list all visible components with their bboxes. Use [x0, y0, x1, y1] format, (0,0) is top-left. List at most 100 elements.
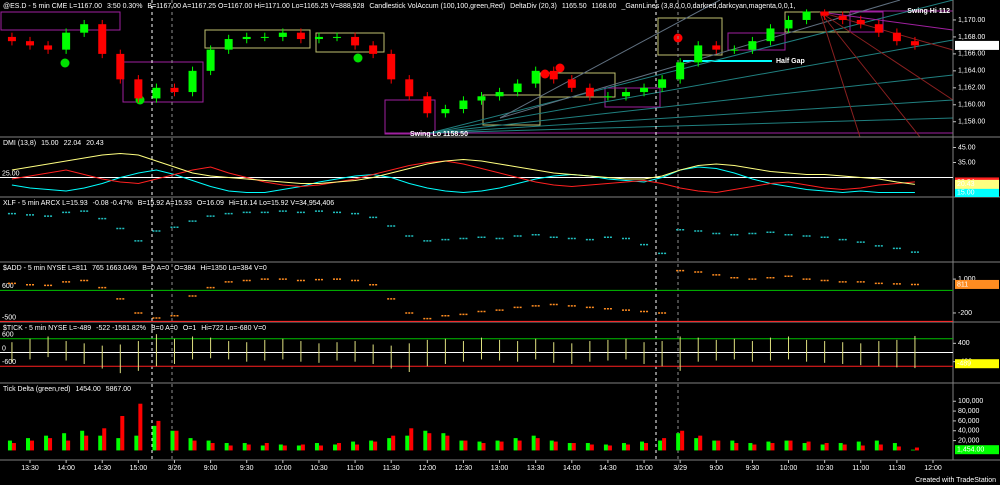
- panel-header: $TICK - 5 min NYSE L=-489: [3, 325, 91, 332]
- candle-body: [260, 36, 269, 38]
- candle-body: [116, 53, 125, 80]
- bar: [535, 438, 540, 451]
- candle-body: [712, 45, 721, 50]
- last-value-label: 1,167.00: [957, 42, 984, 49]
- panel-header: B=0 A=0: [151, 325, 178, 332]
- x-tick-label: 9:00: [709, 465, 723, 472]
- drawing-line: [819, 11, 954, 31]
- candle-body: [694, 45, 703, 63]
- level-label: 0: [2, 345, 6, 352]
- bar: [296, 445, 301, 451]
- bar: [716, 440, 721, 451]
- bar: [463, 440, 468, 451]
- range-box: [122, 61, 204, 103]
- candle-body: [62, 32, 71, 50]
- y-tick-label: 1,170.00: [958, 17, 985, 24]
- candle-body: [170, 87, 179, 93]
- level-label: 600: [2, 332, 14, 339]
- bar: [260, 445, 265, 451]
- signal-dot: [353, 53, 363, 63]
- candle-body: [242, 36, 251, 40]
- bar: [477, 441, 482, 451]
- bar: [318, 445, 323, 451]
- bar: [174, 430, 179, 451]
- bar: [314, 443, 319, 451]
- bar: [369, 440, 374, 451]
- bar: [892, 443, 897, 451]
- candle-body: [98, 24, 107, 54]
- x-tick-label: 15:00: [130, 465, 148, 472]
- last-value-box: [955, 179, 999, 189]
- last-value-label: 1,454.00: [957, 447, 984, 454]
- candle-body: [44, 45, 53, 50]
- level-label: -500: [2, 314, 16, 321]
- bar: [84, 435, 89, 451]
- bar: [441, 433, 446, 451]
- bar: [26, 438, 30, 451]
- bar: [170, 430, 175, 451]
- range-box: [604, 87, 661, 108]
- candle-body: [278, 32, 287, 37]
- bar: [694, 438, 699, 451]
- range-box: [539, 72, 616, 98]
- panel-header: 22.04: [64, 140, 82, 147]
- y-tick-label: 45.00: [958, 144, 976, 151]
- footer: Created with TradeStation: [915, 477, 996, 484]
- bar: [116, 438, 121, 451]
- drawing-line: [429, 0, 954, 134]
- y-tick-label: 400: [958, 340, 970, 347]
- x-tick-label: 3/29: [673, 465, 687, 472]
- y-tick-label: 1,164.00: [958, 68, 985, 75]
- bar: [188, 438, 193, 451]
- level-label: -600: [2, 359, 16, 366]
- bar: [914, 447, 919, 451]
- bar: [730, 440, 735, 451]
- x-tick-label: 11:00: [347, 465, 364, 472]
- panel-header: @ES.D - 5 min CME L=1167.00: [3, 3, 102, 10]
- bar: [589, 444, 594, 451]
- panel-header: 5867.00: [106, 386, 131, 393]
- drawing-line: [429, 74, 954, 134]
- candle-body: [531, 70, 540, 84]
- bar: [553, 441, 558, 451]
- bar: [910, 449, 915, 451]
- x-tick-label: 9:00: [204, 465, 218, 472]
- candle-body: [495, 92, 504, 97]
- y-tick-label: 100,000: [958, 398, 983, 405]
- y-tick-label: 1,160.00: [958, 102, 985, 109]
- bar: [120, 415, 125, 451]
- x-tick-label: 11:00: [852, 465, 869, 472]
- x-tick-label: 10:00: [274, 465, 292, 472]
- panel-header: 20.43: [86, 140, 104, 147]
- panel-header: Tick Delta (green,red): [3, 386, 70, 393]
- bar: [192, 440, 197, 451]
- candle-body: [224, 39, 233, 50]
- candle-body: [134, 79, 143, 99]
- candle-body: [333, 36, 342, 38]
- x-tick-label: 13:30: [21, 465, 39, 472]
- bar: [206, 440, 211, 451]
- last-value-label: 20.43: [957, 181, 975, 188]
- bar: [138, 403, 143, 451]
- bar: [856, 441, 861, 451]
- panel-header: -0.08 -0.47%: [93, 200, 133, 207]
- bar: [824, 443, 829, 451]
- panel-header: Hi=1350 Lo=384 V=0: [200, 265, 266, 272]
- candle-body: [856, 19, 865, 25]
- bar: [644, 443, 649, 451]
- bar: [517, 440, 522, 451]
- candle-body: [730, 49, 739, 51]
- candle-body: [784, 19, 793, 29]
- last-value-label: 15.00: [957, 189, 975, 196]
- bar: [571, 443, 576, 451]
- range-box: [384, 99, 436, 135]
- bar: [820, 444, 825, 451]
- x-tick-label: 15:00: [635, 465, 653, 472]
- y-tick-label: 1,000: [958, 276, 976, 283]
- y-tick-label: 40,000: [958, 428, 980, 435]
- level-label: 25.00: [2, 170, 20, 177]
- candle-body: [441, 109, 450, 114]
- x-tick-label: 10:30: [816, 465, 834, 472]
